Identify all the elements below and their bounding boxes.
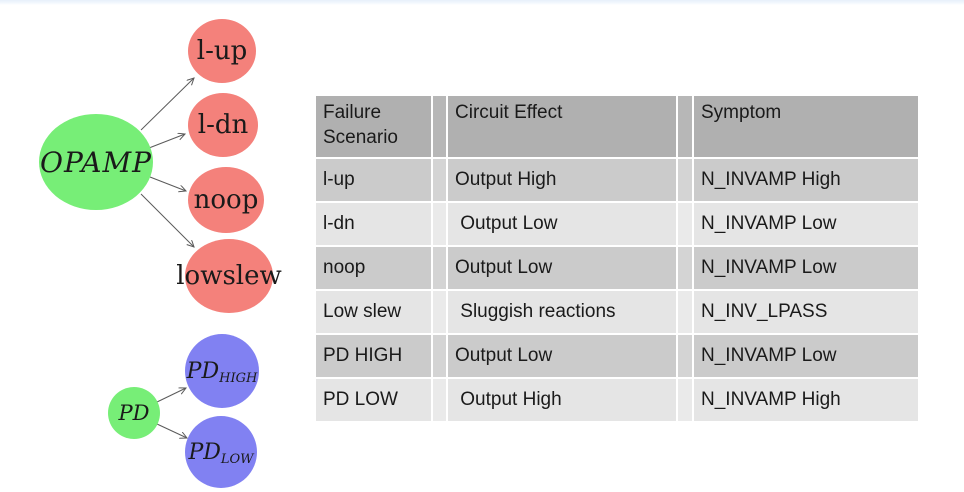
cell-scenario: PD HIGH [316, 335, 431, 377]
node-opamp-label: OPAMP [40, 146, 152, 179]
node-pd-high [185, 334, 259, 408]
node-pd-high-label: PDHIGH [186, 359, 258, 386]
node-opamp [39, 114, 153, 210]
cell-spacer [678, 335, 692, 377]
node-l-up-label: l-up [197, 36, 248, 66]
cell-scenario: noop [316, 247, 431, 289]
cell-effect: Output Low [448, 247, 676, 289]
top-edge-strip [0, 0, 964, 5]
pd-low-main-text: PD [187, 440, 221, 465]
cell-spacer [678, 291, 692, 333]
header-spacer-2 [678, 96, 692, 157]
pd-low-subscript-text: LOW [220, 452, 255, 467]
cell-symptom: N_INVAMP Low [694, 335, 918, 377]
node-pd-label: PD [118, 401, 150, 425]
header-cell-circuit-effect: Circuit Effect [448, 96, 676, 157]
edge-opamp-lowslew [140, 193, 194, 247]
edge-opamp-lup [140, 78, 194, 131]
node-noop [188, 167, 264, 233]
cell-spacer [678, 159, 692, 201]
cell-effect: Output High [448, 159, 676, 201]
table-row: l-up Output High N_INVAMP High [316, 159, 918, 201]
cell-effect: Output High [448, 379, 676, 421]
header-spacer-1 [433, 96, 446, 157]
cell-spacer [433, 335, 446, 377]
cell-symptom: N_INVAMP High [694, 379, 918, 421]
cell-spacer [678, 247, 692, 289]
node-l-dn [188, 93, 258, 157]
table-row: PD LOW Output High N_INVAMP High [316, 379, 918, 421]
header-cell-symptom: Symptom [694, 96, 918, 157]
opamp-tree: OPAMP l-up l-dn noop lowslew [39, 19, 282, 313]
fault-tree-diagram: OPAMP l-up l-dn noop lowslew PD PDHIGH P… [39, 19, 282, 488]
edge-opamp-noop [149, 176, 186, 191]
cell-spacer [433, 247, 446, 289]
node-pd-low [185, 416, 257, 488]
table-row: PD HIGH Output Low N_INVAMP Low [316, 335, 918, 377]
cell-spacer [678, 203, 692, 245]
node-lowslew [185, 239, 273, 313]
header-cell-failure-scenario: Failure Scenario [316, 96, 431, 157]
cell-scenario: l-up [316, 159, 431, 201]
table-row: noop Output Low N_INVAMP Low [316, 247, 918, 289]
edge-opamp-ldn [148, 134, 185, 149]
table-row: l-dn Output Low N_INVAMP Low [316, 203, 918, 245]
cell-spacer [433, 203, 446, 245]
node-lowslew-label: lowslew [176, 261, 282, 291]
edge-pd-pdlow [156, 423, 187, 438]
pd-tree: PD PDHIGH PDLOW [108, 334, 259, 488]
cell-spacer [433, 291, 446, 333]
pd-high-main-text: PD [186, 359, 220, 384]
cell-symptom: N_INV_LPASS [694, 291, 918, 333]
cell-symptom: N_INVAMP Low [694, 203, 918, 245]
table-header-row: Failure Scenario Circuit Effect Symptom [316, 96, 918, 157]
failure-table: Failure Scenario Circuit Effect Symptom … [314, 94, 920, 423]
table-row: Low slew Sluggish reactions N_INV_LPASS [316, 291, 918, 333]
cell-scenario: Low slew [316, 291, 431, 333]
cell-effect: Output Low [448, 335, 676, 377]
node-l-dn-label: l-dn [198, 110, 249, 140]
cell-scenario: l-dn [316, 203, 431, 245]
cell-effect: Output Low [448, 203, 676, 245]
cell-symptom: N_INVAMP Low [694, 247, 918, 289]
cell-spacer [678, 379, 692, 421]
node-l-up [188, 19, 256, 83]
cell-effect: Sluggish reactions [448, 291, 676, 333]
node-noop-label: noop [194, 185, 259, 215]
cell-spacer [433, 379, 446, 421]
cell-spacer [433, 159, 446, 201]
pd-high-subscript-text: HIGH [218, 371, 258, 386]
cell-scenario: PD LOW [316, 379, 431, 421]
cell-symptom: N_INVAMP High [694, 159, 918, 201]
node-pd [108, 387, 160, 439]
edge-pd-pdhigh [156, 388, 186, 403]
node-pd-low-label: PDLOW [187, 440, 255, 467]
